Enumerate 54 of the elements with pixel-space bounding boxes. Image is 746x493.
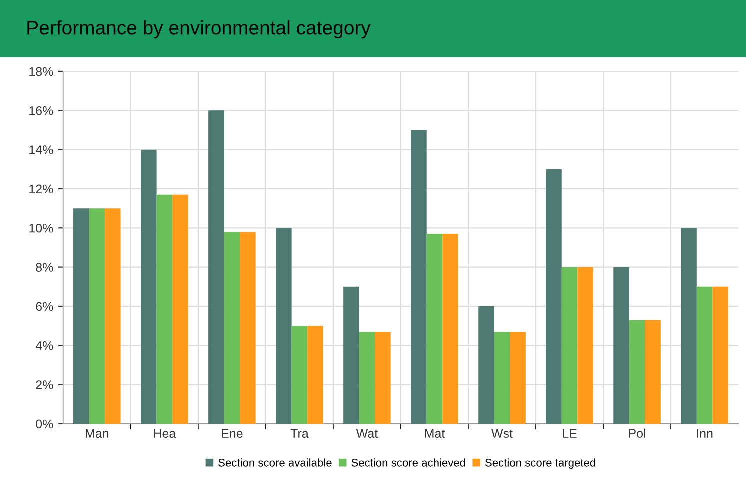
bar bbox=[74, 208, 90, 424]
bar bbox=[614, 267, 630, 424]
x-tick-label: Hea bbox=[154, 429, 176, 438]
bar bbox=[696, 286, 713, 424]
bar bbox=[105, 208, 121, 424]
bar bbox=[375, 332, 391, 424]
bar bbox=[308, 326, 324, 424]
bar bbox=[712, 286, 728, 424]
x-tick-label: Wat bbox=[356, 429, 378, 438]
y-tick-label: 0% bbox=[36, 420, 54, 429]
y-tick-label: 4% bbox=[36, 342, 54, 350]
bar bbox=[156, 194, 173, 424]
bar bbox=[276, 228, 292, 424]
x-tick-label: Mat bbox=[425, 429, 446, 438]
y-tick-label: 18% bbox=[30, 67, 54, 76]
bar bbox=[645, 320, 661, 424]
legend-label: Section score achieved bbox=[352, 458, 466, 467]
y-tick-label: 8% bbox=[36, 263, 54, 272]
bar bbox=[359, 332, 376, 424]
y-tick-label: 10% bbox=[30, 224, 54, 233]
bar bbox=[510, 332, 526, 424]
y-tick-label: 16% bbox=[30, 106, 54, 116]
x-tick-label: Pol bbox=[629, 428, 646, 438]
x-tick-label: Ene bbox=[222, 429, 243, 438]
y-tick-label: 2% bbox=[36, 380, 54, 390]
bar bbox=[172, 194, 188, 424]
x-tick-label: LE bbox=[563, 429, 577, 438]
bar bbox=[292, 326, 308, 424]
x-tick-label: Man bbox=[86, 429, 109, 438]
bar bbox=[629, 320, 646, 424]
bar bbox=[240, 232, 256, 424]
bar bbox=[344, 286, 360, 424]
bar bbox=[681, 228, 697, 424]
bar bbox=[208, 110, 224, 424]
bar bbox=[478, 306, 494, 424]
bar bbox=[494, 332, 510, 424]
x-tick-label: Inn bbox=[697, 429, 713, 438]
bar bbox=[578, 267, 594, 424]
bar bbox=[546, 169, 562, 424]
x-tick-label: Tra bbox=[290, 429, 309, 438]
bar bbox=[224, 232, 240, 424]
bar bbox=[89, 208, 106, 424]
y-tick-label: 12% bbox=[30, 184, 54, 194]
bar bbox=[562, 267, 578, 424]
bar bbox=[141, 150, 157, 424]
x-tick-label: Wst bbox=[492, 429, 513, 438]
y-tick-label: 14% bbox=[30, 146, 54, 154]
legend-label: Section score targeted bbox=[485, 458, 596, 470]
bar bbox=[426, 234, 443, 424]
legend-label: Section score available bbox=[218, 458, 332, 467]
chart-title: Performance by environmental category bbox=[28, 20, 371, 39]
bar bbox=[442, 234, 458, 424]
bar bbox=[411, 130, 427, 424]
y-tick-label: 6% bbox=[36, 302, 54, 312]
